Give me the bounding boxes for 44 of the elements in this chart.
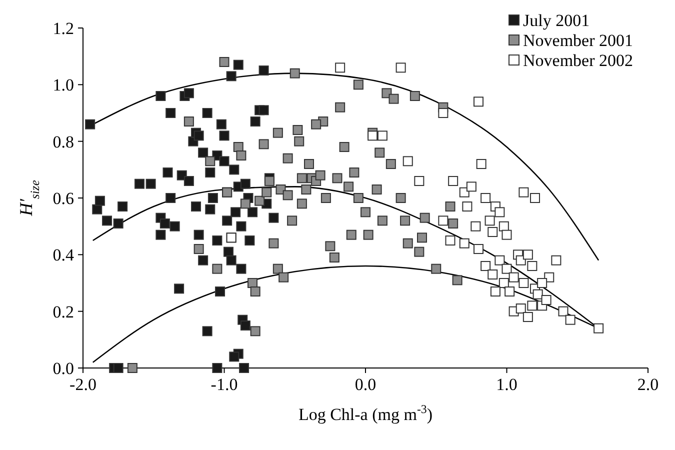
- legend-label: November 2002: [523, 51, 634, 70]
- y-tick-label: 0.6: [52, 189, 74, 208]
- point: [537, 278, 548, 288]
- point: [438, 108, 448, 118]
- x-tick-label: -2.0: [70, 375, 96, 394]
- point: [402, 156, 413, 166]
- point: [558, 306, 568, 316]
- point: [368, 130, 378, 141]
- point: [470, 221, 481, 232]
- point: [484, 216, 495, 226]
- point: [396, 62, 406, 73]
- point: [532, 289, 543, 300]
- x-tick-label: 0.0: [354, 375, 376, 394]
- point: [516, 304, 526, 314]
- point: [541, 295, 552, 305]
- point: [508, 272, 519, 282]
- x-tick-label: 2.0: [637, 375, 659, 394]
- point: [504, 286, 515, 296]
- y-tick-label: 0.4: [52, 246, 74, 265]
- point: [459, 238, 470, 248]
- point: [551, 255, 562, 266]
- point: [502, 264, 512, 274]
- y-tick-label: 0.8: [52, 132, 74, 152]
- y-tick-label: 1.2: [52, 19, 74, 38]
- legend-label: July 2001: [523, 11, 590, 30]
- point: [494, 255, 505, 266]
- y-tick-label: 0.0: [52, 359, 74, 378]
- point: [518, 187, 529, 198]
- point: [474, 244, 484, 254]
- point: [466, 182, 476, 192]
- point: [335, 62, 346, 73]
- point: [527, 300, 538, 311]
- x-axis-title: Log Chl-a (mg m$^{-3}$): [298, 402, 433, 424]
- point: [522, 250, 533, 260]
- point: [594, 323, 604, 334]
- x-tick-label: -1.0: [210, 375, 238, 394]
- x-tick-label: 1.0: [496, 375, 518, 394]
- point: [502, 230, 512, 240]
- y-tick-label: 1.0: [52, 76, 74, 95]
- point: [565, 314, 576, 325]
- y-tick-label: 0.2: [52, 302, 74, 322]
- point: [494, 207, 505, 218]
- point: [438, 216, 448, 226]
- legend-label: November 2001: [523, 31, 634, 50]
